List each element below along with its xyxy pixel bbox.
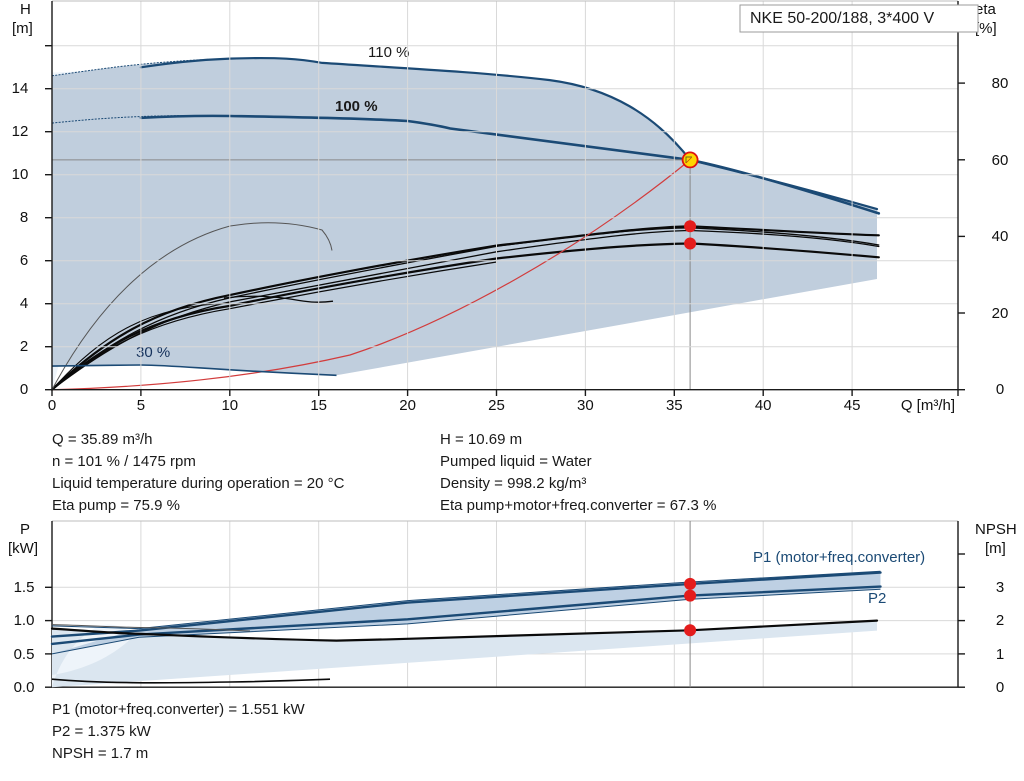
svg-text:NPSH: NPSH xyxy=(975,521,1017,538)
svg-text:[m]: [m] xyxy=(985,540,1006,557)
svg-text:0: 0 xyxy=(996,679,1004,696)
svg-text:80: 80 xyxy=(992,75,1009,92)
svg-text:P: P xyxy=(20,521,30,538)
svg-text:25: 25 xyxy=(488,397,505,414)
svg-text:0: 0 xyxy=(996,381,1004,398)
svg-text:5: 5 xyxy=(137,397,145,414)
svg-text:1: 1 xyxy=(996,646,1004,663)
svg-text:15: 15 xyxy=(310,397,327,414)
svg-text:4: 4 xyxy=(20,295,28,312)
svg-text:NPSH = 1.7 m: NPSH = 1.7 m xyxy=(52,745,148,762)
svg-text:Liquid temperature during oper: Liquid temperature during operation = 20… xyxy=(52,475,345,492)
svg-text:[kW]: [kW] xyxy=(8,540,38,557)
svg-text:Q [m³/h]: Q [m³/h] xyxy=(901,397,955,414)
svg-text:[m]: [m] xyxy=(12,20,33,37)
svg-text:100 %: 100 % xyxy=(335,98,378,115)
svg-text:10: 10 xyxy=(221,397,238,414)
svg-text:Q = 35.89 m³/h: Q = 35.89 m³/h xyxy=(52,431,152,448)
svg-text:Eta pump = 75.9 %: Eta pump = 75.9 % xyxy=(52,497,180,514)
svg-text:14: 14 xyxy=(12,80,29,97)
svg-text:P1 (motor+freq.converter): P1 (motor+freq.converter) xyxy=(753,549,925,566)
svg-text:45: 45 xyxy=(844,397,861,414)
svg-text:H = 10.69 m: H = 10.69 m xyxy=(440,431,522,448)
svg-text:Pumped liquid = Water: Pumped liquid = Water xyxy=(440,453,592,470)
svg-text:12: 12 xyxy=(12,123,29,140)
svg-text:0.5: 0.5 xyxy=(14,646,35,663)
svg-text:10: 10 xyxy=(12,166,29,183)
svg-text:NKE 50-200/188, 3*400 V: NKE 50-200/188, 3*400 V xyxy=(750,10,934,27)
svg-text:2: 2 xyxy=(20,338,28,355)
svg-text:3: 3 xyxy=(996,579,1004,596)
svg-text:Eta pump+motor+freq.converter: Eta pump+motor+freq.converter = 67.3 % xyxy=(440,497,716,514)
svg-text:0.0: 0.0 xyxy=(14,679,35,696)
svg-text:8: 8 xyxy=(20,209,28,226)
svg-text:20: 20 xyxy=(399,397,416,414)
svg-text:1.0: 1.0 xyxy=(14,612,35,629)
svg-text:30: 30 xyxy=(577,397,594,414)
svg-text:Density = 998.2 kg/m³: Density = 998.2 kg/m³ xyxy=(440,475,586,492)
svg-text:60: 60 xyxy=(992,152,1009,169)
svg-text:H: H xyxy=(20,1,31,18)
svg-text:35: 35 xyxy=(666,397,683,414)
svg-text:0: 0 xyxy=(48,397,56,414)
svg-text:P1 (motor+freq.converter) = 1.: P1 (motor+freq.converter) = 1.551 kW xyxy=(52,701,305,718)
svg-text:P2: P2 xyxy=(868,590,886,607)
svg-text:40: 40 xyxy=(755,397,772,414)
svg-text:0: 0 xyxy=(20,381,28,398)
svg-text:20: 20 xyxy=(992,305,1009,322)
svg-text:6: 6 xyxy=(20,252,28,269)
svg-text:1.5: 1.5 xyxy=(14,579,35,596)
svg-text:40: 40 xyxy=(992,228,1009,245)
svg-text:2: 2 xyxy=(996,612,1004,629)
svg-text:110 %: 110 % xyxy=(368,44,409,61)
svg-text:P2 = 1.375 kW: P2 = 1.375 kW xyxy=(52,723,152,740)
svg-text:n = 101 % / 1475 rpm: n = 101 % / 1475 rpm xyxy=(52,453,196,470)
